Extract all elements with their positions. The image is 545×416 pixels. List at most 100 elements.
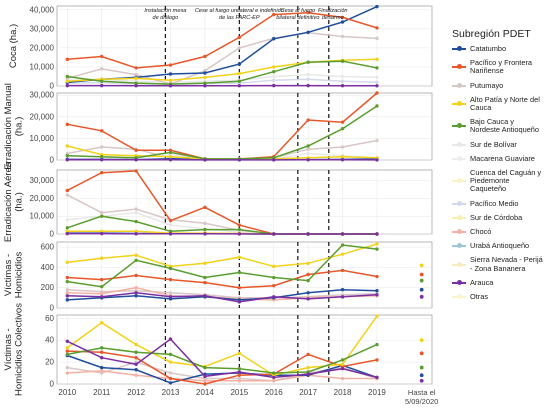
data-point — [100, 210, 104, 215]
data-point — [375, 80, 379, 84]
y-tick-label: 0 — [50, 230, 55, 239]
y-tick-label: 20,000 — [30, 194, 55, 203]
y-tick-label: 10,000 — [30, 134, 55, 143]
data-point — [134, 72, 138, 77]
data-point — [65, 122, 70, 127]
data-point — [272, 83, 276, 88]
event-label: Instalación mesa de diálogo — [144, 8, 186, 21]
legend-swatch — [452, 214, 466, 220]
data-point — [375, 289, 379, 293]
data-point — [134, 291, 138, 295]
data-point — [306, 151, 310, 156]
data-point — [272, 295, 276, 299]
legend-label: Alto Patía y Norte del Cauca — [470, 94, 540, 113]
legend-label: Urabá Antioqueño — [470, 241, 530, 251]
data-point — [375, 75, 379, 80]
legend-label: Sur de Bolívar — [470, 139, 517, 149]
data-point — [65, 294, 70, 298]
data-point — [375, 66, 379, 70]
data-point — [134, 232, 138, 236]
legend-item: Catatumbo — [452, 44, 545, 53]
y-tick-label: 0 — [50, 380, 55, 389]
data-point — [100, 155, 104, 159]
legend-item: Bajo Cauca y Nordeste Antioqueño — [452, 118, 545, 134]
legend-item: Arauca — [452, 278, 545, 287]
data-point — [100, 67, 104, 71]
data-point — [375, 158, 379, 162]
data-point — [134, 294, 138, 298]
data-point — [340, 232, 345, 236]
data-point — [237, 84, 242, 88]
data-point — [100, 346, 104, 350]
data-point — [340, 145, 345, 149]
data-point — [65, 193, 70, 197]
y-axis-label-line: Víctimas - — [3, 328, 14, 370]
event-label: Cese al fuego unilateral e indefinido de … — [195, 8, 284, 21]
data-point — [340, 20, 345, 24]
event-label-line: Cese al fuego unilateral e indefinido — [195, 8, 284, 14]
series-line — [66, 338, 378, 379]
data-point — [340, 243, 345, 247]
data-point — [237, 300, 242, 304]
series-line — [67, 269, 378, 289]
data-point — [134, 81, 138, 85]
y-tick-label: 20 — [45, 358, 54, 367]
data-point — [100, 365, 104, 370]
data-point — [340, 34, 345, 39]
data-point — [168, 371, 173, 375]
data-point — [100, 320, 104, 325]
data-point — [272, 371, 276, 375]
data-point — [375, 104, 379, 108]
legend-swatch — [452, 229, 466, 235]
data-point — [65, 83, 70, 88]
y-tick-label: 400 — [41, 263, 55, 272]
data-point — [306, 232, 310, 236]
legend-swatch — [452, 243, 466, 249]
legend-item: Cuenca del Caguán y Piedemonte Caqueteño — [452, 168, 545, 194]
data-point — [100, 369, 104, 373]
extra-point — [419, 378, 424, 383]
data-point — [340, 59, 345, 63]
event-label-line: bilateral definitivo — [276, 15, 319, 21]
data-point — [272, 283, 276, 288]
y-axis-label-0: Coca (ha.) — [8, 24, 19, 68]
data-point — [65, 365, 70, 370]
data-point — [306, 83, 310, 88]
series-line — [67, 350, 378, 385]
data-point — [272, 275, 276, 280]
data-point — [168, 376, 173, 381]
legend-swatch — [452, 294, 466, 300]
data-point — [306, 365, 310, 370]
series-line — [67, 31, 378, 85]
legend-swatch — [452, 123, 466, 129]
data-point — [168, 337, 173, 341]
series-line — [67, 105, 378, 160]
data-point — [375, 232, 379, 236]
data-point — [100, 214, 104, 218]
y-axis-label-line: Erradicación Aérea — [3, 161, 14, 242]
data-point — [272, 379, 276, 383]
data-point — [100, 158, 104, 162]
extra-point — [419, 272, 424, 277]
legend-item: Pacífico Medio — [452, 199, 545, 208]
legend-swatch — [452, 261, 466, 267]
data-point — [272, 74, 276, 79]
y-axis-label-2: Erradicación Aérea(ha.) — [3, 161, 25, 242]
extra-point — [419, 373, 424, 378]
data-point — [134, 342, 138, 347]
data-point — [65, 346, 70, 350]
data-point — [237, 62, 242, 66]
data-point — [65, 349, 70, 353]
data-point — [168, 155, 173, 159]
data-point — [65, 275, 70, 280]
y-axis-label-line: Homicidios — [14, 252, 25, 299]
extra-point — [419, 365, 424, 370]
data-point — [203, 382, 207, 386]
legend-label: Pacífico y Frontera Nariñense — [470, 58, 533, 76]
data-point — [237, 227, 242, 232]
y-tick-label: 40 — [45, 336, 54, 345]
y-axis-label-1: Erradicación Manual(ha.) — [3, 83, 25, 170]
data-point — [134, 66, 138, 70]
data-point — [100, 231, 104, 236]
